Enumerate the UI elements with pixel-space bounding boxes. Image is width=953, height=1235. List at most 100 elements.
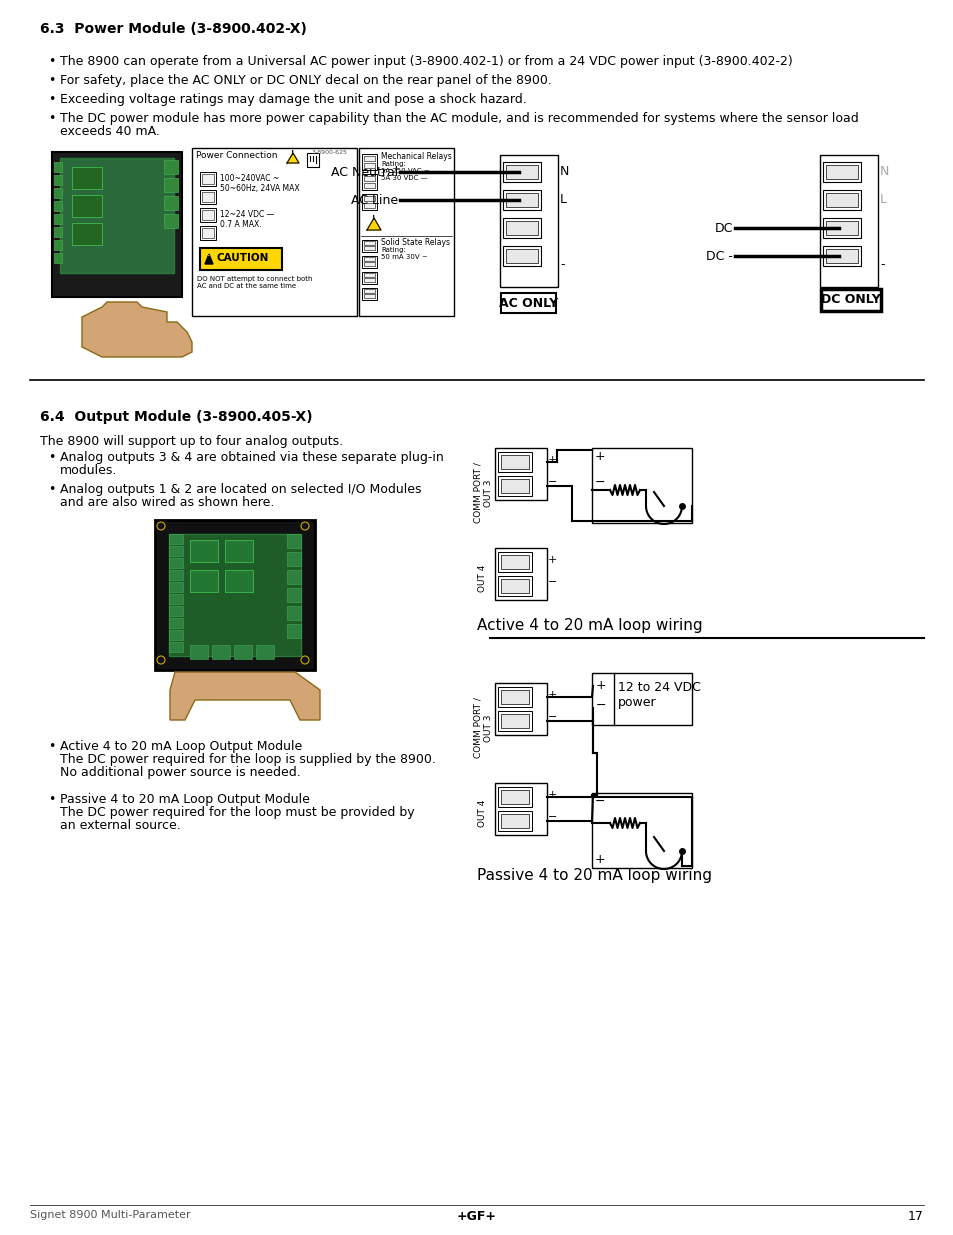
- Text: Rating:: Rating:: [380, 161, 405, 167]
- Text: −: −: [547, 477, 557, 487]
- Bar: [54, 188, 62, 198]
- Text: -: -: [559, 258, 564, 270]
- Bar: [364, 196, 375, 201]
- Text: Rating:: Rating:: [380, 247, 405, 253]
- Bar: [361, 194, 376, 210]
- Text: !: !: [372, 215, 375, 221]
- Bar: [200, 190, 215, 204]
- Bar: [825, 165, 857, 179]
- Bar: [255, 645, 274, 659]
- Text: Analog outputs 3 & 4 are obtained via these separate plug-in: Analog outputs 3 & 4 are obtained via th…: [60, 451, 443, 464]
- Text: Passive 4 to 20 mA Loop Output Module: Passive 4 to 20 mA Loop Output Module: [60, 793, 310, 806]
- Bar: [821, 289, 880, 311]
- Bar: [505, 221, 537, 235]
- Bar: [497, 687, 532, 706]
- Bar: [500, 479, 529, 493]
- Bar: [495, 448, 546, 500]
- Bar: [497, 576, 532, 597]
- Bar: [497, 787, 532, 806]
- Bar: [497, 552, 532, 572]
- Text: DC ONLY: DC ONLY: [821, 293, 880, 306]
- Text: +: +: [547, 454, 557, 466]
- Text: The DC power module has more power capability than the AC module, and is recomme: The DC power module has more power capab…: [60, 112, 858, 125]
- Bar: [307, 153, 318, 167]
- Bar: [364, 289, 375, 293]
- Text: an external source.: an external source.: [60, 819, 180, 832]
- Text: •: •: [48, 56, 55, 68]
- Text: −: −: [595, 795, 605, 808]
- Text: +: +: [547, 555, 557, 564]
- Bar: [820, 156, 877, 287]
- Bar: [169, 594, 183, 604]
- Bar: [54, 201, 62, 211]
- Text: modules.: modules.: [60, 464, 117, 477]
- Text: •: •: [48, 93, 55, 106]
- Bar: [202, 228, 213, 238]
- Bar: [822, 162, 861, 182]
- Bar: [169, 558, 183, 568]
- Text: DO NOT attempt to connect both
AC and DC at the same time: DO NOT attempt to connect both AC and DC…: [196, 275, 313, 289]
- Bar: [54, 253, 62, 263]
- Text: COMM PORT /
OUT 3: COMM PORT / OUT 3: [473, 463, 492, 524]
- Bar: [499, 156, 558, 287]
- Bar: [287, 588, 301, 601]
- Text: −: −: [547, 577, 557, 587]
- Bar: [164, 178, 178, 191]
- Bar: [505, 165, 537, 179]
- Bar: [592, 793, 691, 868]
- Bar: [71, 167, 102, 189]
- Text: •: •: [48, 74, 55, 86]
- Bar: [502, 190, 540, 210]
- Text: −: −: [547, 811, 557, 823]
- Bar: [825, 221, 857, 235]
- Bar: [202, 210, 213, 220]
- Bar: [202, 174, 213, 184]
- Text: 50 mA 30V ~: 50 mA 30V ~: [380, 254, 427, 261]
- Text: OUT 4: OUT 4: [478, 564, 487, 592]
- Text: −: −: [547, 713, 557, 722]
- Bar: [287, 571, 301, 584]
- Text: +: +: [547, 790, 557, 800]
- Text: !: !: [207, 251, 211, 257]
- Bar: [364, 273, 375, 277]
- Text: •: •: [48, 740, 55, 753]
- Bar: [225, 540, 253, 562]
- Text: COMM PORT /
OUT 3: COMM PORT / OUT 3: [473, 698, 492, 758]
- Text: 6.3  Power Module (3-8900.402-X): 6.3 Power Module (3-8900.402-X): [40, 22, 307, 36]
- Text: +GF+: +GF+: [456, 1210, 497, 1223]
- Bar: [169, 582, 183, 592]
- Bar: [500, 814, 529, 827]
- Bar: [497, 475, 532, 496]
- Bar: [825, 193, 857, 207]
- Bar: [202, 191, 213, 203]
- Text: N: N: [559, 165, 569, 178]
- Text: exceeds 40 mA.: exceeds 40 mA.: [60, 125, 160, 138]
- Bar: [200, 248, 282, 270]
- Text: •: •: [48, 451, 55, 464]
- Text: 5A 250 VAC ~: 5A 250 VAC ~: [380, 168, 429, 174]
- Bar: [169, 571, 183, 580]
- Text: AC ONLY: AC ONLY: [499, 296, 558, 310]
- Bar: [287, 606, 301, 620]
- Text: L: L: [879, 193, 886, 206]
- Text: −: −: [595, 475, 605, 489]
- Text: L: L: [559, 193, 566, 206]
- Text: −: −: [596, 699, 606, 713]
- Bar: [71, 195, 102, 217]
- Bar: [592, 673, 691, 725]
- Text: 6.4  Output Module (3-8900.405-X): 6.4 Output Module (3-8900.405-X): [40, 410, 313, 424]
- Polygon shape: [205, 254, 213, 264]
- Bar: [364, 262, 375, 266]
- Text: CAUTION: CAUTION: [216, 253, 269, 263]
- Bar: [54, 162, 62, 172]
- Bar: [822, 219, 861, 238]
- Polygon shape: [82, 303, 192, 357]
- Text: •: •: [48, 793, 55, 806]
- Text: Signet 8900 Multi-Parameter: Signet 8900 Multi-Parameter: [30, 1210, 191, 1220]
- Bar: [190, 645, 208, 659]
- Bar: [361, 272, 376, 284]
- Bar: [164, 214, 178, 228]
- Bar: [169, 534, 301, 656]
- Text: +: +: [596, 679, 606, 692]
- Bar: [169, 606, 183, 616]
